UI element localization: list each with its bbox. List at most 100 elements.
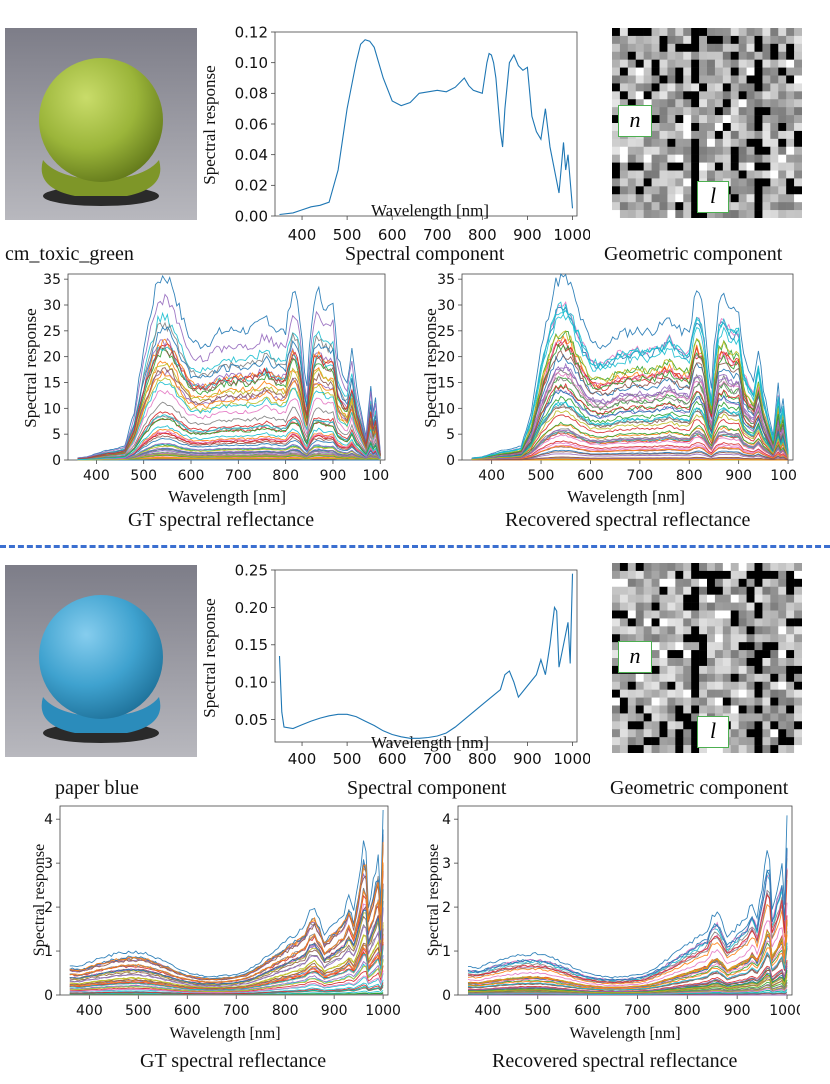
matrix-cell [722,602,732,611]
matrix-cell [722,610,732,619]
y-tick-label: 35 [437,272,455,288]
matrix-cell [667,721,676,730]
matrix-cell [794,130,802,140]
matrix-cell [683,83,692,92]
x-tick-label: 500 [130,468,157,484]
gt-caption: GT spectral reflectance [128,509,315,531]
matrix-cell [786,642,795,651]
matrix-cell [643,178,652,187]
matrix-cell [675,186,684,195]
matrix-cell [722,745,732,753]
matrix-cell [794,194,802,203]
matrix-cell [675,154,684,163]
matrix-cell [786,162,795,171]
reflectance-series [69,864,384,984]
matrix-cell [643,594,652,603]
matrix-cell [770,578,779,588]
matrix-cell [770,673,779,683]
matrix-cell [786,59,795,68]
matrix-cell [659,178,668,187]
material-name: paper blue [55,777,139,799]
matrix-cell [659,154,668,163]
matrix-cell [667,28,676,37]
matrix-cell [627,626,637,635]
matrix-cell [691,51,700,60]
matrix-cell [778,665,787,675]
matrix-cell [612,123,621,132]
matrix-cell [794,594,802,603]
matrix-cell [722,578,732,588]
matrix-cell [738,123,747,132]
matrix-cell [659,570,668,580]
matrix-cell [667,170,676,179]
matrix-cell [707,634,716,643]
matrix-cell [738,642,747,651]
x-tick-label: 1000 [769,1003,800,1019]
matrix-cell [683,570,692,580]
matrix-cell [659,28,668,37]
matrix-cell [707,67,716,76]
matrix-cell [612,83,621,92]
matrix-cell [627,578,637,588]
matrix-cell [762,650,771,659]
x-tick-label: 900 [724,1003,751,1019]
matrix-cell [699,578,708,588]
matrix-cell [730,91,739,100]
matrix-cell [619,43,629,53]
matrix-cell [794,586,802,595]
matrix-cell [635,602,644,611]
matrix-cell [762,673,771,683]
matrix-cell [675,130,684,140]
matrix-cell [667,194,676,203]
matrix-cell [699,154,708,163]
matrix-cell [714,602,724,611]
matrix-cell [786,67,795,76]
matrix-cell [691,586,700,595]
reflectance-series [77,401,381,460]
matrix-cell [754,642,763,651]
gt-reflectance-chart: 400 500 600 700 800 900 1000 0 5 10 15 20 25 30 35 Wave… [21,272,390,506]
matrix-cell [643,83,652,92]
matrix-cell [699,91,708,100]
matrix-cell [675,146,684,155]
matrix-cell [738,162,747,171]
y-tick-label: 0.02 [235,177,268,195]
matrix-cell [770,618,779,627]
matrix-cell [635,146,644,155]
matrix-cell [659,650,668,659]
y-tick-label: 3 [442,856,451,872]
matrix-cell [683,194,692,203]
matrix-cell [778,130,787,140]
matrix-cell [651,578,660,588]
matrix-cell [770,202,779,211]
matrix-cell [762,626,771,635]
matrix-cell [714,67,724,76]
y-tick-label: 10 [43,401,61,417]
matrix-cell [643,194,652,203]
matrix-cell [778,91,787,100]
matrix-cell [738,618,747,627]
matrix-cell [730,35,739,45]
reflectance-series [77,417,381,460]
matrix-cell [619,210,629,218]
matrix-cell [699,626,708,635]
matrix-cell [612,650,621,659]
matrix-cell [635,67,644,76]
reflectance-series [471,451,789,461]
matrix-cell [667,658,676,667]
matrix-cell [612,618,621,627]
matrix-cell [778,202,787,211]
matrix-cell [730,51,739,60]
matrix-cell [612,594,621,603]
reflectance-series [69,970,384,994]
matrix-cell [794,43,802,53]
matrix-cell [722,594,732,603]
matrix-cell [770,83,779,92]
matrix-cell [762,745,771,753]
matrix-cell [794,186,802,195]
matrix-cell [691,721,700,730]
x-tick-label: 600 [178,468,205,484]
matrix-cell [738,202,747,211]
matrix-cell [714,154,724,163]
matrix-cell [746,51,755,60]
